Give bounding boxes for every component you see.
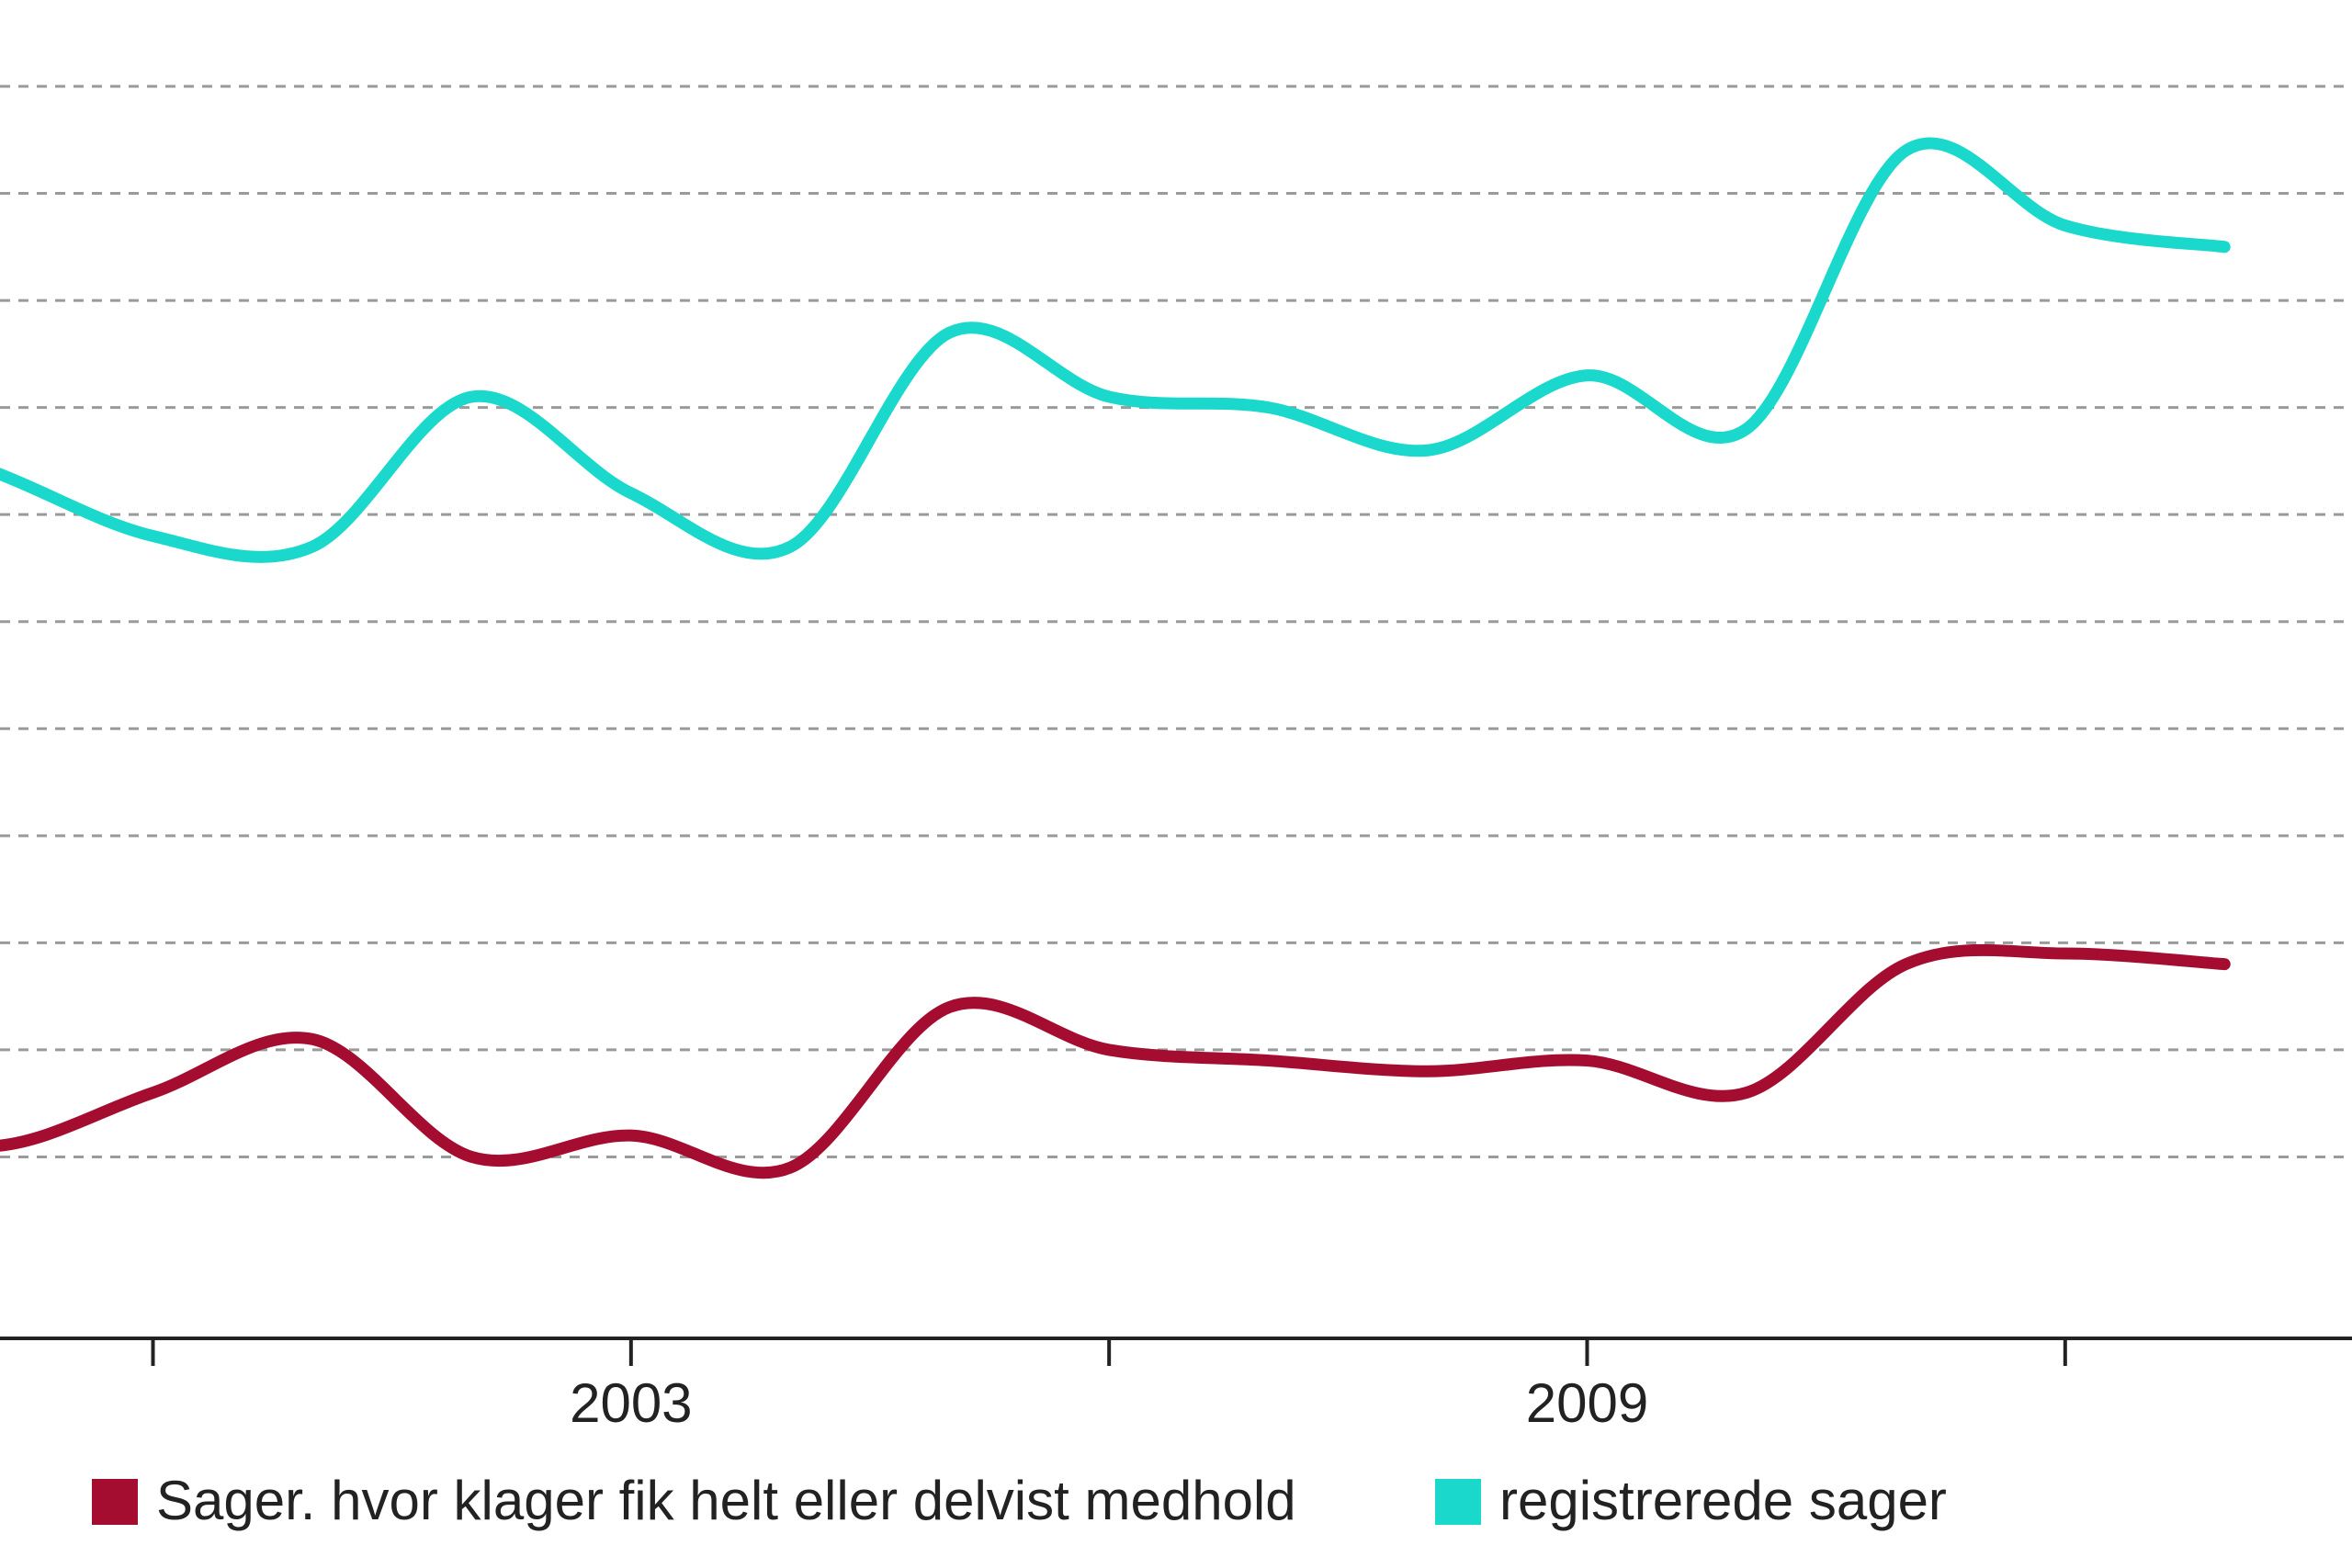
legend-swatch — [92, 1479, 138, 1525]
x-tick-label: 2003 — [570, 1372, 692, 1434]
legend-label: Sager. hvor klager fik helt eller delvis… — [156, 1470, 1296, 1531]
x-tick-label: 2009 — [1526, 1372, 1648, 1434]
series-line-1 — [0, 943, 2231, 1179]
gridlines — [0, 85, 2352, 1158]
legend-label: registrerede sager — [1499, 1470, 1947, 1531]
legend: Sager. hvor klager fik helt eller delvis… — [92, 1470, 1947, 1531]
series-line-2 — [0, 137, 2231, 563]
x-axis: 2003 2009 — [0, 1337, 2352, 1434]
series-lines — [0, 137, 2231, 1179]
legend-swatch — [1435, 1479, 1481, 1525]
